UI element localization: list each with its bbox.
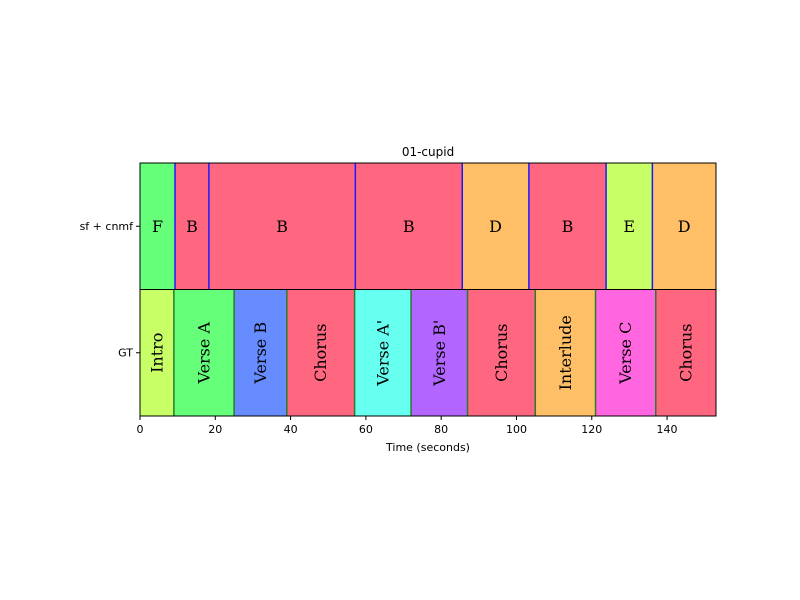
y-tick-label: sf + cnmf (80, 220, 135, 233)
segment-bar (411, 289, 468, 416)
segment-label: F (152, 217, 163, 236)
x-tick-label: 60 (359, 423, 373, 436)
segment-label: Verse C (616, 322, 635, 385)
segment-bar (140, 163, 176, 290)
segment-bar (655, 289, 716, 416)
x-axis-label: Time (seconds) (385, 441, 470, 454)
segment-bar (140, 289, 174, 416)
x-tick-label: 100 (506, 423, 527, 436)
segment-bar (173, 289, 235, 416)
y-tick-label: GT (118, 346, 133, 359)
segment-bar (528, 163, 607, 290)
segment-label: Interlude (556, 315, 575, 390)
x-tick-label: 20 (208, 423, 222, 436)
row-1: Intro Verse A Verse B Chorus Verse A' Verse B… (140, 289, 716, 416)
plot-frame (139, 162, 717, 417)
chart-title: 01-cupid (402, 145, 454, 159)
segment-label: E (623, 217, 635, 236)
segment-label: B (403, 217, 415, 236)
segment-bar (175, 163, 209, 290)
segment-bar (595, 289, 656, 416)
segment-label: B (562, 217, 574, 236)
segment-label: Chorus (311, 324, 330, 382)
x-tick-label: 140 (657, 423, 678, 436)
segment-label: Intro (147, 333, 166, 373)
segment-label: D (489, 217, 502, 236)
segment-label: Verse B (251, 322, 270, 385)
segment-label: B (276, 217, 288, 236)
segment-bar (208, 163, 356, 290)
x-tick-label: 0 (137, 423, 144, 436)
segment-label: Verse B' (430, 320, 449, 387)
segment-bar (355, 163, 463, 290)
segment-bar (652, 163, 716, 290)
segment-bar (286, 289, 355, 416)
segment-label: B (186, 217, 198, 236)
plot-area: F B B B D B E Dsf + cnmf Intro Verse A Verse B Chor… (80, 162, 717, 436)
segment-bar (606, 163, 653, 290)
x-tick-label: 80 (434, 423, 448, 436)
segment-bar (467, 289, 536, 416)
segment-label: Chorus (492, 324, 511, 382)
segment-bar (462, 163, 529, 290)
x-tick-label: 40 (284, 423, 298, 436)
segment-label: Chorus (676, 324, 695, 382)
x-tick-label: 120 (581, 423, 602, 436)
segment-label: D (678, 217, 691, 236)
segment-label: Verse A' (373, 320, 392, 387)
segment-bar (535, 289, 596, 416)
segment-label: Verse A (195, 322, 214, 385)
segment-bar (234, 289, 287, 416)
segment-bar (354, 289, 412, 416)
